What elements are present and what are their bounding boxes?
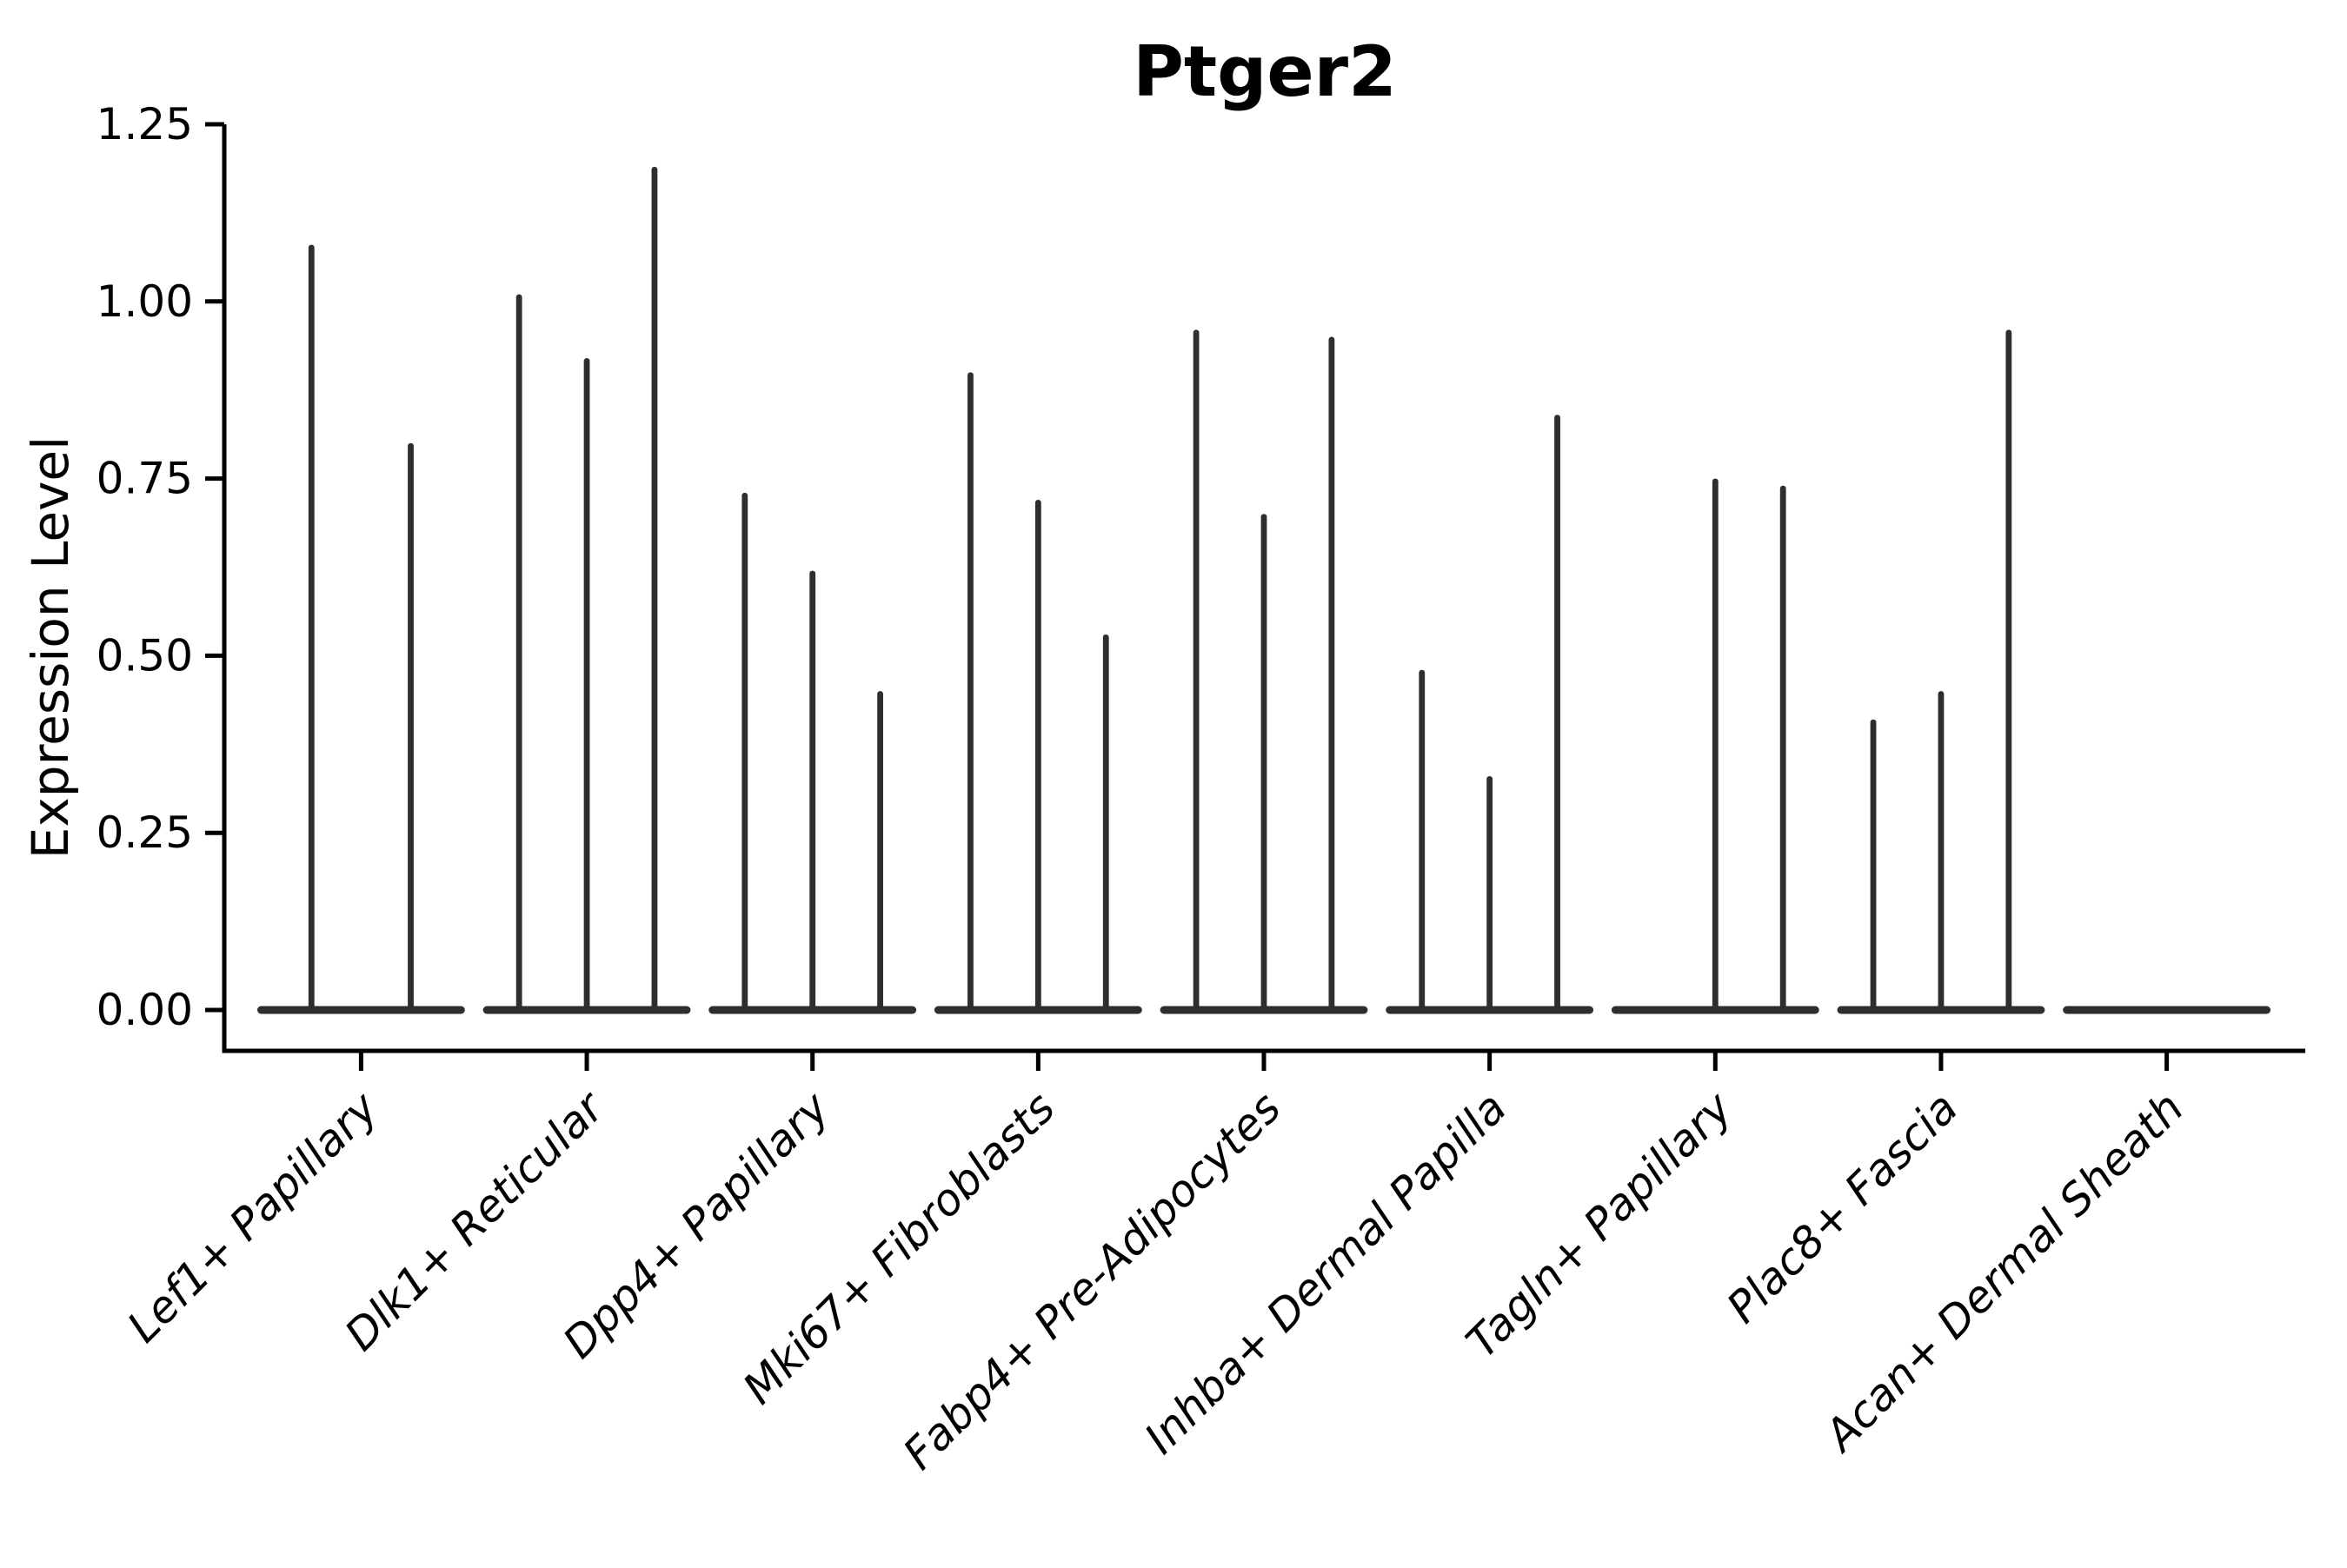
violin-spike bbox=[408, 442, 414, 1013]
violin-spike bbox=[515, 294, 522, 1012]
y-tick-label: 0.00 bbox=[96, 985, 193, 1035]
chart-title: Ptger2 bbox=[1133, 31, 1397, 112]
violin-spike bbox=[1102, 634, 1109, 1012]
violin-spike bbox=[1938, 691, 1945, 1012]
violin-spike bbox=[877, 691, 883, 1012]
violin-spike bbox=[1328, 336, 1335, 1012]
violin-spike bbox=[1779, 485, 1786, 1012]
violin-spike bbox=[583, 358, 590, 1012]
violin-spike bbox=[1554, 415, 1560, 1012]
violin-spike bbox=[1712, 478, 1719, 1012]
y-tick-label: 0.50 bbox=[96, 630, 193, 681]
y-tick-label: 1.00 bbox=[96, 276, 193, 327]
violin-spike bbox=[1486, 775, 1493, 1012]
violin-spike bbox=[308, 244, 315, 1013]
violin-spike bbox=[651, 166, 658, 1013]
violin-spike bbox=[967, 372, 974, 1012]
violin-spike bbox=[1193, 329, 1200, 1013]
x-tick-label: Acan+ Dermal Sheath bbox=[1813, 1082, 2193, 1462]
y-tick-label: 1.25 bbox=[96, 99, 193, 149]
y-tick-label: 0.75 bbox=[96, 454, 193, 504]
axes bbox=[205, 122, 2305, 1071]
x-tick-label: Plac8+ Fascia bbox=[1717, 1082, 1967, 1332]
violin-spike bbox=[1260, 514, 1267, 1012]
y-tick-label: 0.25 bbox=[96, 807, 193, 858]
violin-spike bbox=[741, 492, 748, 1012]
violin-spike bbox=[1034, 500, 1041, 1012]
y-axis-label: Expression Level bbox=[21, 436, 80, 859]
violin-spike bbox=[1419, 669, 1426, 1012]
violin-spike bbox=[2005, 329, 2012, 1013]
x-tick-label: Inhba+ Dermal Papilla bbox=[1135, 1082, 1516, 1463]
x-tick-label: Fabp4+ Pre-Adipocytes bbox=[894, 1082, 1291, 1479]
violin-spike bbox=[1870, 719, 1877, 1012]
violins-layer bbox=[256, 166, 2271, 1014]
violin-base bbox=[256, 1006, 465, 1014]
violin-base bbox=[2063, 1006, 2271, 1014]
violin-spike bbox=[809, 570, 816, 1012]
